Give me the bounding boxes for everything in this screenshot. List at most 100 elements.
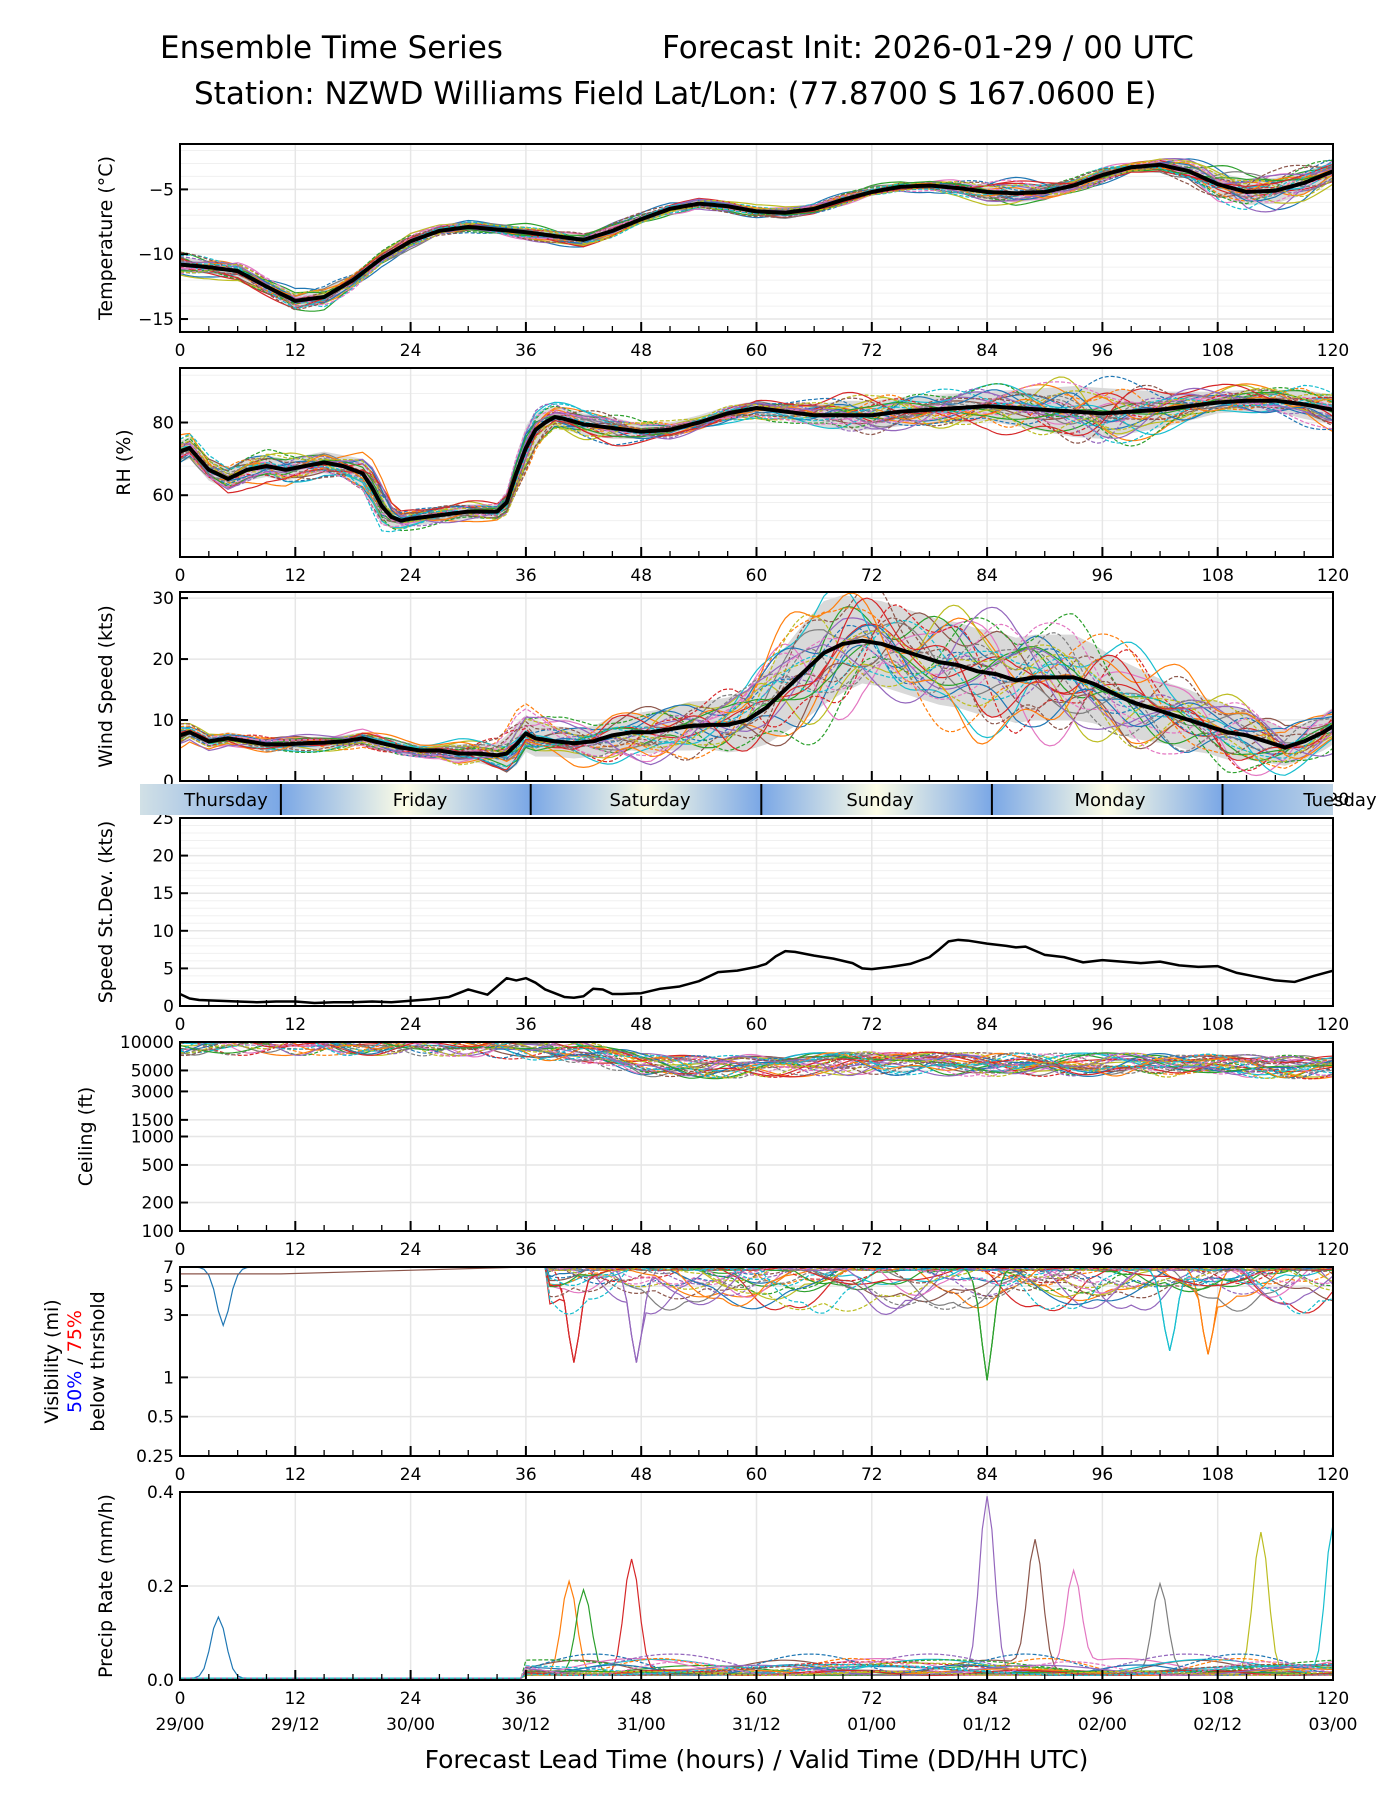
valid-time-label: 30/00 [386,1715,435,1735]
y-tick-label: 10 [152,711,174,731]
valid-time-label: 30/12 [501,1715,550,1735]
x-axis-label: Forecast Lead Time (hours) / Valid Time … [425,1745,1089,1774]
x-tick-label: 36 [515,1240,537,1260]
y-tick-label: 0.25 [136,1447,174,1467]
member-line [525,1267,1333,1363]
member-line [180,383,1333,532]
x-tick-label: 108 [1201,1689,1233,1709]
y-tick-label: 10000 [120,1033,174,1053]
member-line [180,605,1333,761]
y-tick-label: 500 [142,1156,174,1176]
x-tick-label: 72 [861,341,883,361]
member-line [180,647,1333,754]
x-tick-label: 96 [1092,566,1114,586]
x-tick-label: 24 [400,341,422,361]
x-tick-label: 48 [630,566,652,586]
member-line [180,394,1333,522]
y-tick-label: 1000 [131,1128,174,1148]
y-axis-label-threshold: 50% / 75% [64,1310,86,1413]
valid-time-label: 01/00 [847,1715,896,1735]
x-tick-label: 84 [976,1689,998,1709]
x-tick-label: 72 [861,1240,883,1260]
plot-area [180,1267,1333,1381]
x-tick-label: 120 [1317,341,1349,361]
x-tick-label: 120 [1317,1465,1349,1485]
x-tick-label: 24 [400,1240,422,1260]
vis-75-label: 75% [64,1310,86,1352]
x-tick-label: 96 [1092,1465,1114,1485]
x-tick-label: 36 [515,1689,537,1709]
member-line [546,1267,1333,1289]
member-line [180,387,1333,524]
member-line [180,592,1333,761]
member-line [180,606,1333,766]
y-tick-label: 0.5 [147,1408,174,1428]
x-tick-label: 108 [1201,566,1233,586]
x-tick-label: 60 [746,566,768,586]
y-tick-label: 80 [152,414,174,434]
x-tick-label: 0 [175,1465,186,1485]
member-line [180,161,1333,295]
plot-area [180,375,1333,533]
y-tick-label: −15 [138,310,174,330]
day-label: Saturday [609,790,690,811]
member-line [248,1042,1333,1077]
vis-sep: / [64,1352,86,1370]
y-axis-label: RH (%) [113,429,135,495]
vis-50-label: 50% [64,1371,86,1413]
x-tick-label: 48 [630,1465,652,1485]
member-line [180,1042,1333,1080]
member-line [180,614,1333,766]
x-tick-label: 24 [400,566,422,586]
x-tick-label: 84 [976,566,998,586]
spread-band [180,386,1333,528]
y-tick-label: 20 [152,650,174,670]
x-tick-label: 84 [976,1240,998,1260]
x-tick-label: 120 [1317,1240,1349,1260]
y-axis-label: Speed St.Dev. (kts) [95,821,117,1004]
member-line [180,1042,1333,1077]
y-tick-label: 5 [163,959,174,979]
station-name: Station: NZWD Williams Field [194,76,645,112]
member-line [180,630,1333,763]
ensemble-mean-line [180,162,1333,303]
y-axis-label-line3: below thrshold [87,1291,109,1431]
plot-area [180,1042,1333,1080]
x-tick-label: 84 [976,1465,998,1485]
x-tick-label: 72 [861,566,883,586]
valid-time-label: 29/12 [271,1715,320,1735]
x-tick-label: 120 [1317,1015,1349,1035]
x-tick-label: 60 [746,1465,768,1485]
x-tick-label: 12 [284,1465,306,1485]
y-tick-label: 30 [152,589,174,609]
x-tick-label: 12 [284,1015,306,1035]
member-line [525,1267,1333,1300]
day-band-segment [140,784,281,815]
member-line [546,1267,1333,1312]
x-tick-label: 12 [284,341,306,361]
member-line [180,384,1333,533]
panel-wind_speed: 012243648607284961081200102030Wind Speed… [95,589,1349,810]
x-tick-label: 60 [746,341,768,361]
y-tick-label: 100 [142,1222,174,1242]
x-tick-label: 84 [976,1015,998,1035]
panel-precip_rate: 0 12 24 36 48 60 72 84 96 108 120 0.0 0.2 0.4 Precip R… [95,1483,1358,1774]
member-line [525,1267,1333,1298]
y-tick-label: 200 [142,1194,174,1214]
y-tick-label: 5000 [131,1061,174,1081]
x-tick-label: 36 [515,1465,537,1485]
y-tick-label: 15 [152,884,174,904]
valid-time-label: 31/00 [617,1715,666,1735]
day-band-segment [991,784,1223,815]
member-line [265,1042,1333,1077]
x-tick-label: 96 [1092,341,1114,361]
x-tick-label: 12 [284,1240,306,1260]
x-tick-label: 108 [1201,341,1233,361]
panel-temperature: 0 12 24 36 48 60 72 84 96 108 120 −15 −10 −5 Temperatu… [95,143,1349,361]
x-tick-label: 96 [1092,1015,1114,1035]
y-tick-label: 0.4 [147,1483,174,1503]
member-line [180,630,1333,759]
x-tick-label: 36 [515,1015,537,1035]
